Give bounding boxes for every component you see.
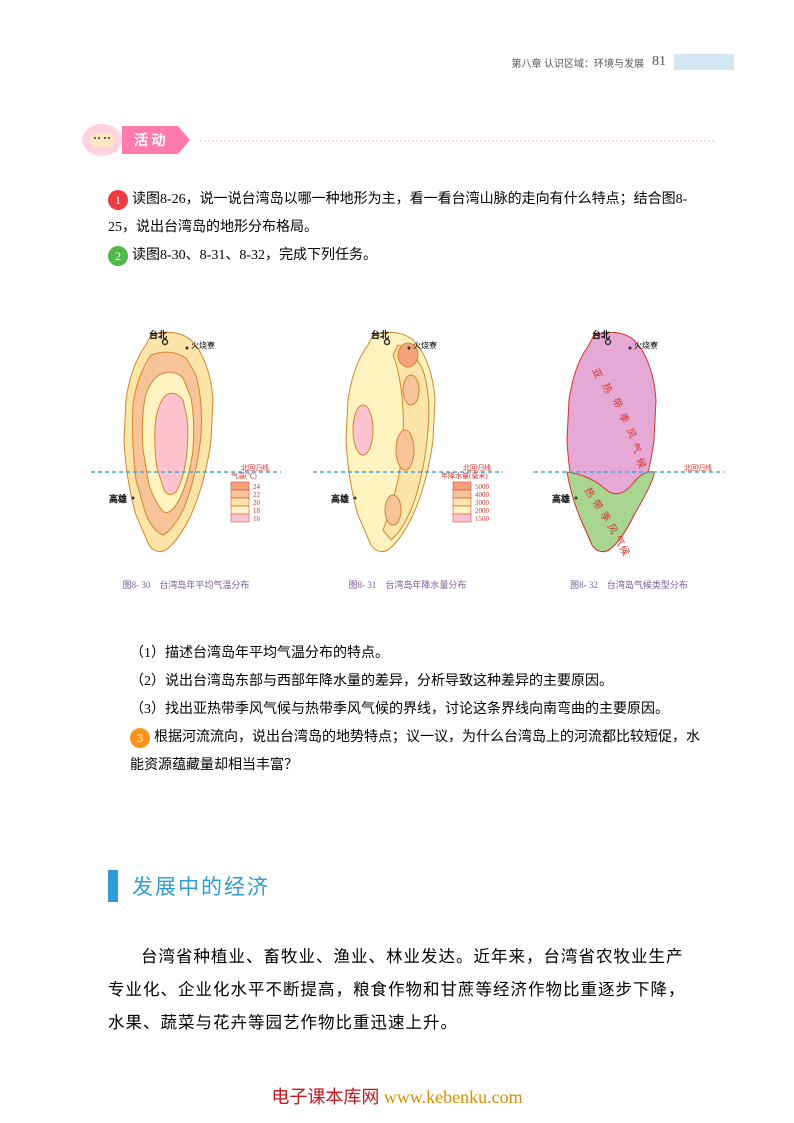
activity-icon: [82, 124, 122, 156]
activity-item-1: 读图8-26，说一说台湾岛以哪一种地形为主，看一看台湾山脉的走向有什么特点；结合…: [108, 192, 687, 235]
map-3-svg: 北回归线 台北 火烧寮 高雄 亚 热 带 季 风 气 候 热 带 季 风 气 候: [534, 320, 724, 560]
svg-text:18: 18: [253, 507, 261, 515]
activity-item-2: 读图8-30、8-31、8-32，完成下列任务。: [132, 248, 377, 263]
body-paragraph: 台湾省种植业、畜牧业、渔业、林业发达。近年来，台湾省农牧业生产专业化、企业化水平…: [108, 940, 696, 1039]
map-1-caption: 图8- 30 台湾岛年平均气温分布: [123, 578, 250, 591]
svg-text:台北: 台北: [592, 329, 610, 340]
svg-text:1500: 1500: [475, 515, 490, 523]
svg-text:5000: 5000: [475, 483, 490, 491]
svg-text:气温(℃): 气温(℃): [231, 471, 257, 480]
questions-block: （1）描述台湾岛年平均气温分布的特点。 （2）说出台湾岛东部与西部年降水量的差异…: [130, 640, 704, 780]
svg-text:火烧寮: 火烧寮: [413, 340, 437, 350]
map-2: 北回归线 台北 火烧寮 高雄 年降水量(毫米) 5000 4000 3000 2…: [308, 320, 508, 591]
page-number: 81: [652, 54, 666, 70]
watermark: 电子课本库网 www.kebenku.com: [0, 1083, 794, 1109]
chapter-text: 第八章 认识区域：环境与发展: [512, 55, 645, 70]
svg-text:北回归线: 北回归线: [684, 463, 712, 472]
number-circle-2: 2: [108, 246, 128, 266]
activity-label: 活 动: [122, 126, 178, 154]
svg-text:北回归线: 北回归线: [241, 463, 269, 472]
svg-text:火烧寮: 火烧寮: [191, 340, 215, 350]
map-2-svg: 北回归线 台北 火烧寮 高雄 年降水量(毫米) 5000 4000 3000 2…: [313, 320, 503, 560]
svg-text:台北: 台北: [371, 329, 389, 340]
svg-text:4000: 4000: [475, 491, 490, 499]
maps-row: 北回归线 台北 火烧寮 高雄 气温(℃) 24 22 20 18 16 图8- …: [86, 320, 729, 591]
question-3: （3）找出亚热带季风气候与热带季风气候的界线，讨论这条界线向南弯曲的主要原因。: [130, 696, 704, 724]
question-1: （1）描述台湾岛年平均气温分布的特点。: [130, 640, 704, 668]
svg-text:高雄: 高雄: [552, 493, 570, 504]
header-bar: [674, 54, 734, 70]
section-header: 发展中的经济: [108, 870, 270, 902]
map-1-svg: 北回归线 台北 火烧寮 高雄 气温(℃) 24 22 20 18 16: [91, 320, 281, 560]
svg-text:3000: 3000: [475, 499, 490, 507]
svg-text:火烧寮: 火烧寮: [634, 340, 658, 350]
svg-text:24: 24: [253, 483, 261, 491]
svg-text:20: 20: [253, 499, 261, 507]
page-header: 第八章 认识区域：环境与发展 81: [512, 54, 735, 70]
activity-badge: 活 动: [82, 124, 190, 156]
watermark-url: www.kebenku.com: [384, 1087, 523, 1107]
activity-arrow: 活 动: [122, 126, 190, 154]
map-2-caption: 图8- 31 台湾岛年降水量分布: [349, 578, 467, 591]
dotted-divider: [200, 140, 714, 142]
map-1: 北回归线 台北 火烧寮 高雄 气温(℃) 24 22 20 18 16 图8- …: [86, 320, 286, 591]
map-3: 北回归线 台北 火烧寮 高雄 亚 热 带 季 风 气 候 热 带 季 风 气 候…: [529, 320, 729, 591]
svg-text:高雄: 高雄: [331, 493, 349, 504]
svg-text:年降水量(毫米): 年降水量(毫米): [441, 471, 488, 480]
section-bar: [108, 870, 118, 902]
svg-text:高雄: 高雄: [109, 493, 127, 504]
svg-text:台北: 台北: [149, 329, 167, 340]
section-title: 发展中的经济: [132, 871, 270, 901]
watermark-text: 电子课本库网: [271, 1087, 379, 1107]
svg-text:北回归线: 北回归线: [463, 463, 491, 472]
question-4: 根据河流流向，说出台湾岛的地势特点；议一议，为什么台湾岛上的河流都比较短促，水能…: [130, 730, 700, 773]
svg-text:16: 16: [253, 515, 261, 523]
map-3-caption: 图8- 32 台湾岛气候类型分布: [570, 578, 688, 591]
question-2: （2）说出台湾岛东部与西部年降水量的差异，分析导致这种差异的主要原因。: [130, 668, 704, 696]
number-circle-3: 3: [130, 728, 150, 748]
arrow-tip-icon: [178, 126, 190, 154]
activity-content: 1读图8-26，说一说台湾岛以哪一种地形为主，看一看台湾山脉的走向有什么特点；结…: [108, 186, 704, 270]
svg-text:2000: 2000: [475, 507, 490, 515]
number-circle-1: 1: [108, 190, 128, 210]
svg-text:22: 22: [253, 491, 261, 499]
